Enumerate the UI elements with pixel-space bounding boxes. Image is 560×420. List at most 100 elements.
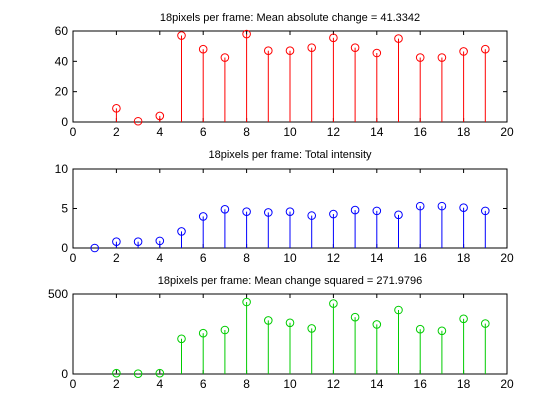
stem-marker	[394, 34, 403, 43]
x-tick-label: 12	[327, 125, 341, 139]
stem-marker	[242, 297, 251, 307]
x-tick-label: 4	[156, 251, 163, 265]
stem-marker	[264, 208, 273, 217]
stem-marker	[329, 299, 338, 308]
stem-marker	[198, 44, 208, 54]
panel-2-plot-area: 0 2 4 6 8 10 12 14 16 18 20 0 5 10	[55, 162, 514, 265]
stem-marker	[459, 203, 468, 213]
x-tick-label: 14	[370, 125, 384, 139]
stem-marker	[481, 206, 490, 216]
x-tick-label: 18	[457, 125, 471, 139]
x-tick-label: 4	[156, 125, 163, 139]
stem-marker	[285, 318, 295, 328]
stem-marker	[307, 43, 317, 52]
stem-marker	[264, 316, 273, 325]
stem-marker	[285, 207, 295, 216]
x-tick-label: 10	[283, 125, 297, 139]
stem-marker	[242, 207, 251, 216]
stem-marker	[155, 111, 165, 121]
stem-marker	[459, 314, 468, 324]
x-tick-label: 6	[200, 251, 207, 265]
y-tick-label: 0	[61, 241, 68, 255]
stem-marker	[372, 48, 382, 58]
stem-marker	[481, 44, 490, 54]
y-tick-label: 500	[48, 287, 68, 301]
stem-marker	[481, 319, 490, 328]
stem-marker	[112, 368, 121, 378]
stem-marker	[394, 305, 403, 315]
stem-marker	[437, 53, 447, 62]
x-tick-label: 18	[457, 377, 471, 391]
x-tick-label: 4	[156, 377, 163, 391]
x-tick-label: 8	[243, 125, 250, 139]
x-tick-label: 8	[243, 251, 250, 265]
x-tick-label: 20	[500, 125, 514, 139]
stem-marker	[307, 324, 317, 333]
panel-1-plot-area: 0 2 4 6 8 10 12 14 16 18 20 0 20 40 60	[55, 24, 514, 139]
stem-marker	[372, 206, 382, 216]
stem-marker	[177, 227, 186, 236]
x-tick-label: 6	[200, 377, 207, 391]
x-tick-label: 16	[414, 377, 428, 391]
stem-marker	[307, 211, 317, 220]
stem-marker	[437, 326, 447, 336]
y-tick-label: 0	[61, 367, 68, 381]
y-tick-label: 5	[61, 202, 68, 216]
x-tick-label: 6	[200, 125, 207, 139]
panel-mean-change-squared: 18pixels per frame: Mean change squared …	[48, 275, 514, 391]
stem-marker	[329, 209, 338, 219]
stem-marker	[155, 368, 165, 378]
stem-marker	[437, 201, 447, 211]
stem-marker	[220, 53, 230, 62]
x-tick-label: 18	[457, 251, 471, 265]
stem-marker	[112, 237, 121, 246]
stem-marker	[285, 46, 295, 56]
stem-marker	[133, 237, 143, 246]
stem-marker	[198, 328, 208, 338]
stem-marker	[329, 33, 338, 43]
stem-marker	[350, 205, 360, 215]
stem-marker	[112, 104, 121, 113]
x-tick-label: 16	[414, 251, 428, 265]
x-tick-label: 12	[327, 251, 341, 265]
panel-mean-absolute-change: 18pixels per frame: Mean absolute change…	[55, 12, 514, 139]
x-tick-label: 12	[327, 377, 341, 391]
x-tick-label: 2	[113, 377, 120, 391]
panel-1-title: 18pixels per frame: Mean absolute change…	[160, 12, 420, 24]
panel-3-plot-area: 0 2 4 6 8 10 12 14 16 18 20 0 500	[48, 287, 514, 391]
stem-marker	[155, 236, 165, 246]
stem-marker	[415, 324, 425, 334]
x-tick-label: 10	[283, 377, 297, 391]
x-tick-label: 20	[500, 377, 514, 391]
y-tick-label: 20	[55, 85, 69, 99]
y-tick-label: 60	[55, 24, 69, 38]
x-tick-label: 20	[500, 251, 514, 265]
stem-marker	[220, 325, 230, 335]
stem-marker	[350, 43, 360, 52]
panel-3-title: 18pixels per frame: Mean change squared …	[158, 275, 422, 287]
stem-marker	[90, 243, 99, 253]
stem-marker	[459, 47, 468, 56]
x-tick-label: 10	[283, 251, 297, 265]
x-tick-label: 16	[414, 125, 428, 139]
stem-marker	[177, 31, 186, 40]
x-tick-label: 0	[70, 251, 77, 265]
stem-marker	[394, 210, 403, 220]
panel-2-title: 18pixels per frame: Total intensity	[208, 149, 372, 161]
x-tick-label: 14	[370, 377, 384, 391]
y-tick-label: 40	[55, 54, 69, 68]
stem-marker	[133, 369, 143, 378]
stem-marker	[372, 320, 382, 329]
x-tick-label: 2	[113, 251, 120, 265]
y-tick-label: 0	[61, 115, 68, 129]
x-tick-label: 8	[243, 377, 250, 391]
x-tick-label: 0	[70, 125, 77, 139]
x-tick-label: 2	[113, 125, 120, 139]
stem-marker	[415, 201, 425, 211]
stem-marker	[350, 312, 360, 322]
stem-marker	[264, 46, 273, 56]
stem-marker	[242, 29, 251, 39]
x-tick-label: 0	[70, 377, 77, 391]
panel-total-intensity: 18pixels per frame: Total intensity 0 2 4 6…	[55, 149, 514, 265]
